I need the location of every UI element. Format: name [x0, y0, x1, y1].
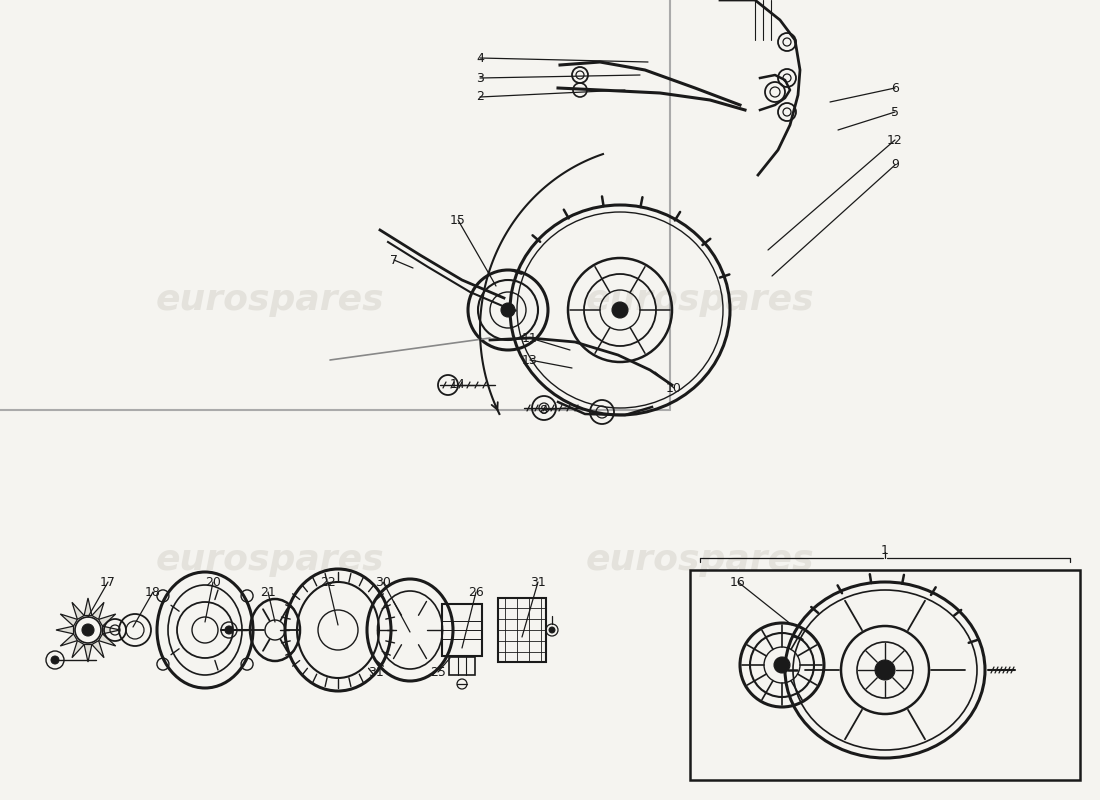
Text: 16: 16: [730, 575, 746, 589]
Text: 26: 26: [469, 586, 484, 598]
Polygon shape: [99, 634, 116, 646]
Polygon shape: [56, 626, 74, 634]
Text: 31: 31: [530, 575, 546, 589]
Polygon shape: [60, 614, 77, 626]
Circle shape: [500, 303, 515, 317]
Polygon shape: [60, 634, 77, 646]
Text: 25: 25: [430, 666, 446, 678]
Polygon shape: [84, 598, 92, 615]
Circle shape: [82, 624, 94, 636]
Text: 18: 18: [145, 586, 161, 598]
Text: 2: 2: [476, 90, 484, 103]
Polygon shape: [84, 645, 92, 662]
Text: 22: 22: [320, 575, 336, 589]
Bar: [442, 604, 482, 656]
Bar: [449, 657, 475, 675]
Circle shape: [51, 656, 59, 664]
Text: 15: 15: [450, 214, 466, 226]
Text: 8: 8: [539, 403, 547, 417]
Polygon shape: [72, 641, 84, 658]
Bar: [690, 570, 1080, 780]
Text: 21: 21: [260, 586, 276, 598]
Text: 7: 7: [390, 254, 398, 266]
Text: 5: 5: [891, 106, 899, 118]
Text: eurospares: eurospares: [156, 283, 384, 317]
Polygon shape: [102, 626, 120, 634]
Text: 10: 10: [667, 382, 682, 394]
Polygon shape: [72, 602, 84, 619]
Polygon shape: [92, 602, 104, 619]
Polygon shape: [99, 614, 116, 626]
Text: 14: 14: [450, 378, 466, 391]
Text: 9: 9: [891, 158, 899, 171]
Text: 1: 1: [881, 543, 889, 557]
Text: 20: 20: [205, 575, 221, 589]
Text: eurospares: eurospares: [585, 283, 814, 317]
Text: 12: 12: [887, 134, 903, 146]
Polygon shape: [92, 641, 104, 658]
Circle shape: [874, 660, 895, 680]
Text: 11: 11: [522, 331, 538, 345]
Circle shape: [549, 627, 556, 633]
Text: eurospares: eurospares: [156, 543, 384, 577]
Text: 3: 3: [476, 71, 484, 85]
Circle shape: [774, 657, 790, 673]
Text: 31: 31: [368, 666, 384, 678]
Text: eurospares: eurospares: [585, 543, 814, 577]
Text: 4: 4: [476, 51, 484, 65]
Text: 6: 6: [891, 82, 899, 94]
Circle shape: [612, 302, 628, 318]
Circle shape: [226, 626, 233, 634]
Bar: [498, 598, 546, 662]
Text: 30: 30: [375, 575, 390, 589]
Text: 17: 17: [100, 575, 116, 589]
Text: 13: 13: [522, 354, 538, 366]
